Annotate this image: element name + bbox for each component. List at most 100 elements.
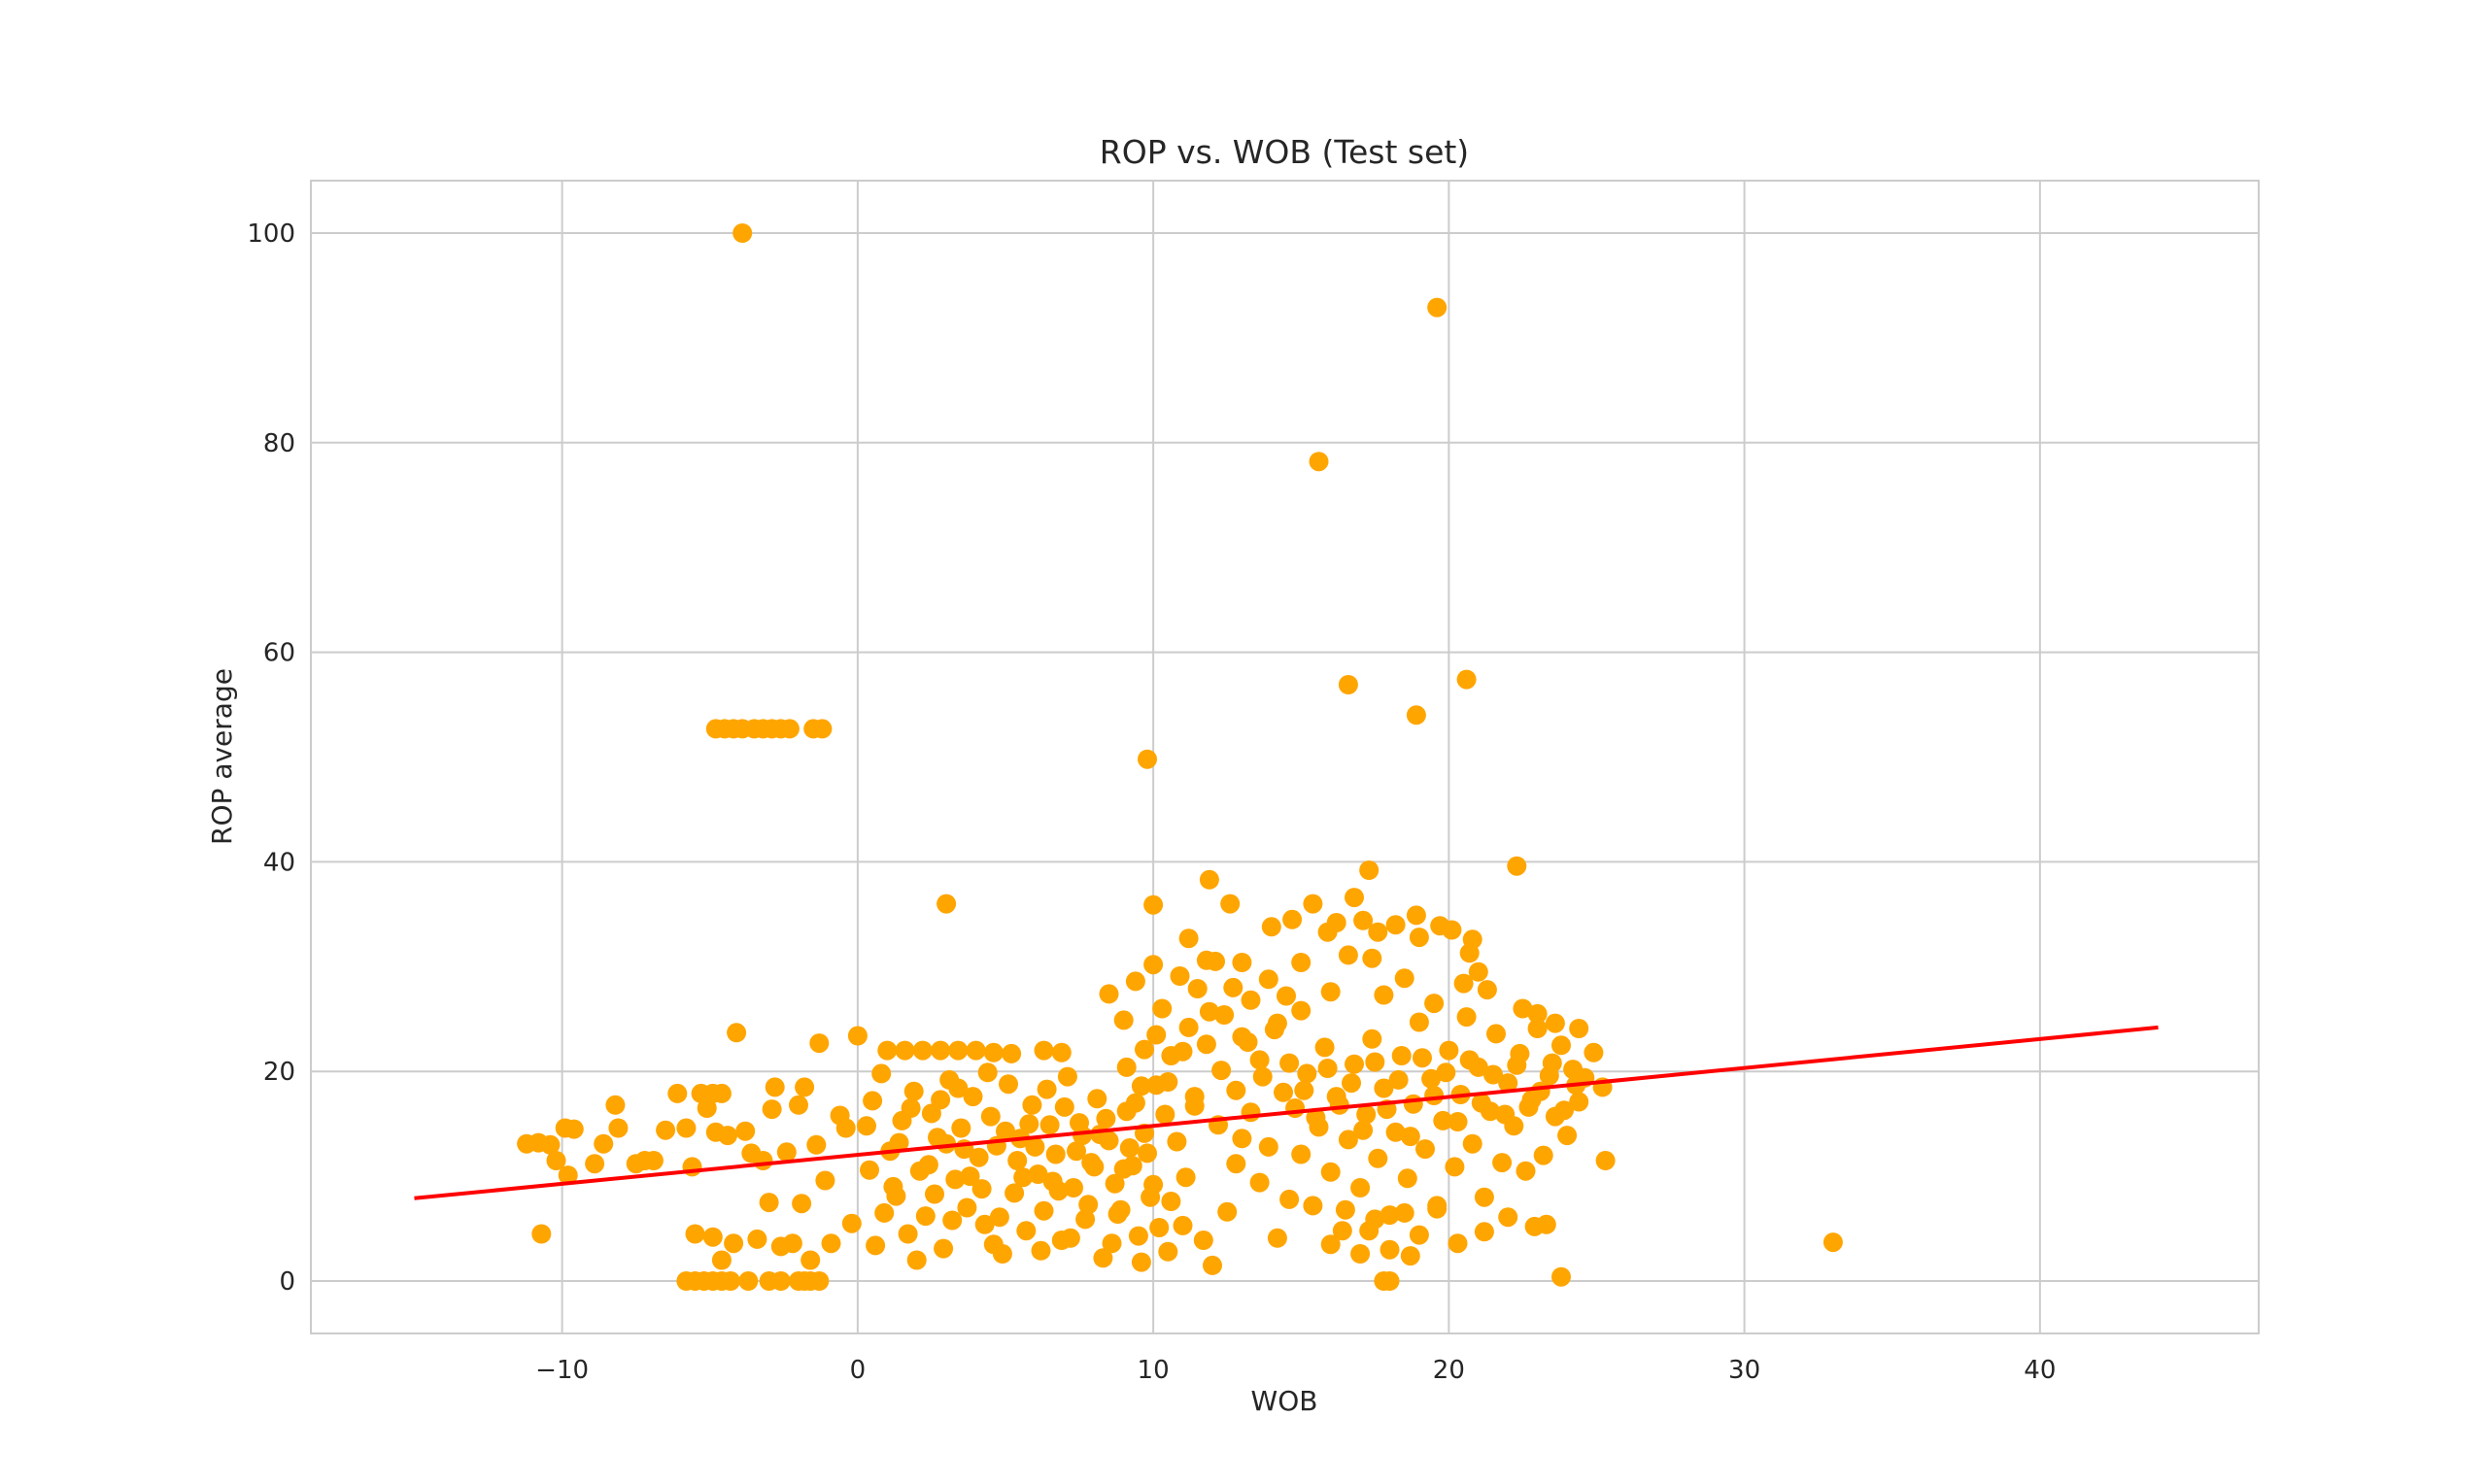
data-point (874, 1202, 895, 1223)
data-point (1409, 928, 1429, 948)
data-point (1427, 297, 1448, 318)
data-point (934, 1238, 954, 1259)
data-point (931, 1040, 951, 1061)
x-tick-label: 0 (850, 1356, 867, 1385)
data-point (1409, 1225, 1429, 1245)
data-point (1054, 1096, 1074, 1117)
data-point (1196, 1034, 1216, 1055)
data-point (942, 1210, 963, 1231)
data-point (1424, 1086, 1445, 1105)
x-tick-label: 30 (1728, 1356, 1760, 1385)
y-tick-label: 60 (263, 639, 295, 668)
data-point (948, 1040, 969, 1061)
data-point (957, 1197, 977, 1218)
data-point (835, 1118, 856, 1138)
data-point (1220, 894, 1241, 914)
data-point (1039, 1115, 1060, 1135)
data-point (1211, 1061, 1232, 1081)
data-point (1232, 1129, 1252, 1149)
data-point (1338, 675, 1358, 694)
data-point (782, 1233, 802, 1254)
data-point (1297, 1063, 1317, 1084)
data-point (1105, 1173, 1125, 1194)
data-point (1131, 1252, 1151, 1272)
x-tick-label: −10 (535, 1356, 589, 1385)
data-point (702, 1227, 723, 1247)
data-point (980, 1106, 1001, 1127)
y-tick-label: 100 (247, 219, 295, 249)
data-point (1453, 973, 1474, 994)
data-point (903, 1081, 924, 1101)
x-tick-label: 10 (1138, 1356, 1170, 1385)
fit-line-layer (414, 1025, 2159, 1200)
data-point (906, 1250, 927, 1270)
data-point (732, 223, 753, 243)
data-point (860, 1160, 879, 1180)
data-point (1158, 1072, 1178, 1092)
data-point (1342, 1073, 1361, 1094)
data-point (1051, 1042, 1072, 1062)
data-point (1332, 1221, 1352, 1241)
data-point (1320, 982, 1341, 1002)
data-point (1385, 1122, 1406, 1142)
data-point (1096, 1108, 1116, 1129)
data-point (915, 1206, 936, 1227)
data-point (974, 1214, 995, 1234)
data-point (812, 719, 833, 739)
data-point (594, 1133, 614, 1154)
data-point (1474, 1187, 1494, 1207)
data-point (1459, 943, 1480, 963)
data-point (1075, 1209, 1096, 1230)
data-point (776, 1142, 797, 1163)
data-point (1368, 922, 1388, 942)
data-point (1149, 1218, 1170, 1237)
data-point (983, 1234, 1004, 1255)
data-point (711, 1083, 732, 1103)
y-tick-label: 40 (263, 848, 295, 877)
data-point (711, 1250, 732, 1270)
data-point (1394, 1202, 1414, 1223)
data-point (1028, 1164, 1048, 1184)
data-point (1258, 1136, 1278, 1157)
data-point (912, 1040, 933, 1061)
data-point (1031, 1240, 1051, 1261)
data-point (1002, 1043, 1022, 1063)
data-point (945, 1169, 966, 1190)
data-point (1391, 1046, 1412, 1065)
data-point (931, 1090, 951, 1110)
data-point (643, 1151, 664, 1170)
data-point (1436, 1062, 1456, 1083)
data-point (1456, 669, 1477, 690)
data-point (1203, 1255, 1222, 1275)
data-point (1498, 1073, 1518, 1094)
data-point (1158, 1241, 1178, 1262)
data-point (1223, 977, 1244, 997)
data-point (1542, 1053, 1562, 1073)
data-point (883, 1176, 903, 1197)
data-point (1064, 1178, 1083, 1197)
data-point (1087, 1089, 1107, 1109)
data-point (1034, 1200, 1054, 1221)
data-point (789, 1095, 808, 1115)
data-point (863, 1091, 883, 1111)
data-point (1365, 1052, 1385, 1072)
data-point (1241, 1102, 1261, 1123)
y-tick-label: 80 (263, 429, 295, 458)
data-point (1199, 1001, 1219, 1022)
data-point (1474, 1222, 1494, 1242)
data-point (1138, 749, 1157, 769)
data-point (1279, 1189, 1300, 1209)
data-point (1400, 1127, 1420, 1147)
data-point (989, 1207, 1009, 1228)
chart-title: ROP vs. WOB (Test set) (1100, 133, 1469, 171)
data-point (1291, 953, 1312, 972)
data-point (841, 1213, 862, 1233)
data-point (1424, 994, 1445, 1014)
data-point (1285, 1098, 1306, 1118)
data-point (1306, 1107, 1326, 1128)
data-point (801, 1250, 821, 1270)
data-point (1462, 1133, 1482, 1154)
data-point (759, 1193, 779, 1213)
data-point (1385, 915, 1406, 935)
